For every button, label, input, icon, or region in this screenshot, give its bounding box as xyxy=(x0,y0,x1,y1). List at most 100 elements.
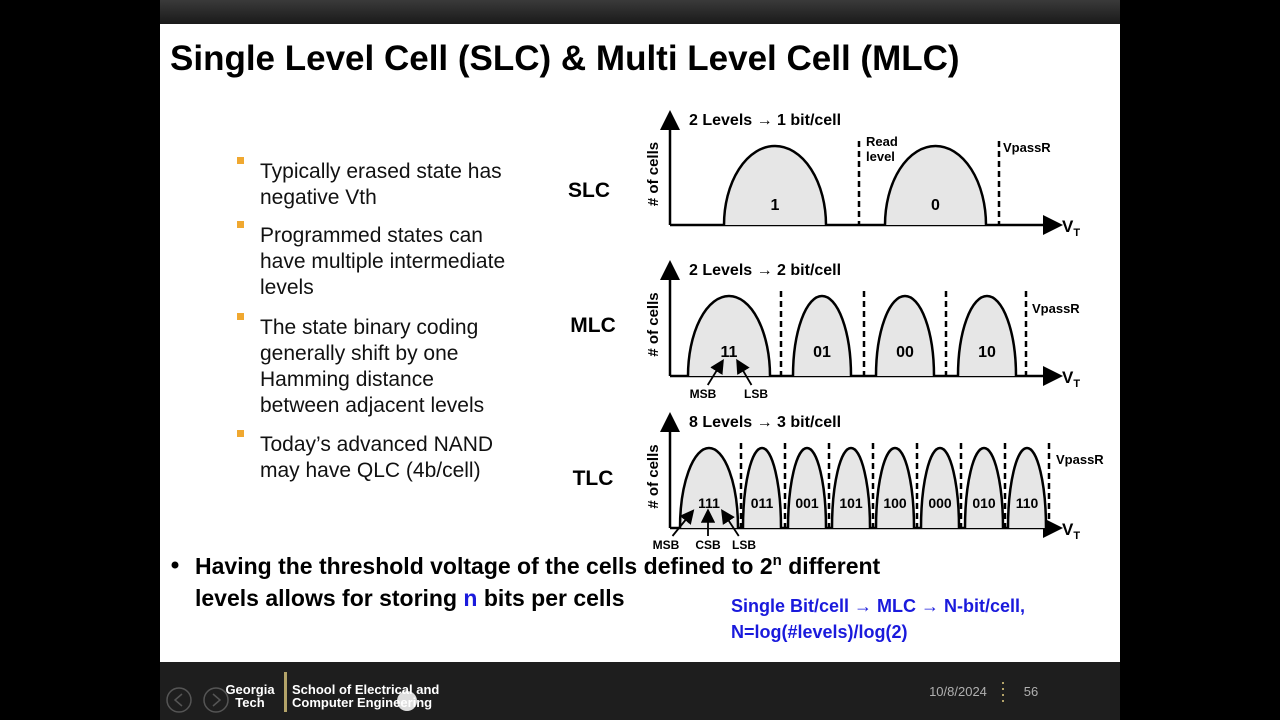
read-level-label: level xyxy=(866,149,895,164)
prev-button[interactable] xyxy=(166,687,192,713)
diagram-label: TLC xyxy=(573,467,614,490)
bullet-text: negative Vth xyxy=(260,186,377,209)
vpass-label: VpassR xyxy=(1056,452,1104,467)
state-code: 1 xyxy=(771,197,780,214)
top-bar xyxy=(160,0,1120,24)
next-button[interactable] xyxy=(203,687,229,713)
y-axis-label: # of cells xyxy=(645,292,662,356)
diagram-heading: 2 Levels → 2 bit/cell xyxy=(689,262,841,279)
state-code: 010 xyxy=(972,495,996,511)
main-text: Having the threshold voltage of the cell… xyxy=(195,553,773,579)
diagram-label: MLC xyxy=(570,314,616,337)
org-line: Tech xyxy=(235,695,264,710)
main-point-line: Having the threshold voltage of the cell… xyxy=(195,552,881,579)
footer: Georgia Tech School of Electrical and Co… xyxy=(166,672,1038,713)
page-number: 56 xyxy=(1024,684,1038,699)
read-level-label: Read xyxy=(866,134,898,149)
state-code: 00 xyxy=(896,344,914,361)
state-code: 110 xyxy=(1016,495,1039,511)
distribution-lobe xyxy=(956,294,1018,377)
bullet-text: generally shift by one xyxy=(260,342,458,365)
main-point-line: levels allows for storing n bits per cel… xyxy=(195,585,625,611)
bit-arrow xyxy=(721,508,740,537)
diagram-heading: 2 Levels → 1 bit/cell xyxy=(689,112,841,129)
bullet-text: between adjacent levels xyxy=(260,394,484,417)
footer-date: 10/8/2024 xyxy=(929,684,987,699)
highlight: n xyxy=(463,585,477,611)
x-axis-symbol: V xyxy=(1062,520,1074,539)
bullet-text: Today’s advanced NAND xyxy=(260,433,493,456)
superscript: n xyxy=(773,552,782,569)
distribution-lobe xyxy=(786,446,828,529)
diagram-label: SLC xyxy=(568,179,610,202)
bit-label: CSB xyxy=(695,538,721,552)
x-axis-subscript: T xyxy=(1073,227,1080,239)
distribution-lobe xyxy=(686,294,772,377)
distribution-lobe xyxy=(722,144,828,226)
state-code: 11 xyxy=(721,344,738,361)
distribution-lobe xyxy=(963,446,1005,529)
distribution-lobe xyxy=(883,144,988,226)
distribution-lobe xyxy=(791,294,853,377)
bullet-square xyxy=(237,430,244,437)
x-axis-subscript: T xyxy=(1073,378,1080,390)
bullet-dot xyxy=(171,561,179,569)
distribution-lobe xyxy=(874,446,916,529)
bit-label: MSB xyxy=(653,538,680,552)
bullet-text: may have QLC (4b/cell) xyxy=(260,459,481,482)
x-axis-label: VT xyxy=(1062,217,1080,239)
bullet-square xyxy=(237,157,244,164)
school-line: Computer Engineering xyxy=(292,695,432,710)
next-icon xyxy=(212,693,222,707)
y-axis-label: # of cells xyxy=(645,444,662,508)
state-code: 01 xyxy=(813,344,831,361)
main-text: levels allows for storing xyxy=(195,585,463,611)
bit-arrow xyxy=(736,358,753,386)
state-code: 101 xyxy=(839,495,863,511)
slide-title: Single Level Cell (SLC) & Multi Level Ce… xyxy=(170,39,960,78)
note-line: Single Bit/cell → MLC → N-bit/cell, xyxy=(731,596,1025,616)
state-code: 111 xyxy=(698,495,720,511)
distribution-lobe xyxy=(919,446,961,529)
state-code: 011 xyxy=(751,495,774,511)
x-axis-subscript: T xyxy=(1073,530,1080,542)
slide-content: Single Level Cell (SLC) & Multi Level Ce… xyxy=(170,39,1104,642)
bit-arrow xyxy=(706,358,724,386)
distribution-lobe xyxy=(741,446,783,529)
y-axis-label: # of cells xyxy=(645,142,662,206)
vpass-label: VpassR xyxy=(1032,301,1080,316)
logo-divider xyxy=(284,672,287,712)
state-code: 000 xyxy=(928,495,952,511)
main-text: bits per cells xyxy=(477,585,624,611)
main-text: different xyxy=(782,553,881,579)
bullet-text: Programmed states can xyxy=(260,224,483,247)
state-code: 001 xyxy=(795,495,819,511)
prev-icon xyxy=(173,693,183,707)
bullet-text: have multiple intermediate xyxy=(260,250,505,273)
x-axis-label: VT xyxy=(1062,368,1080,390)
bit-label: LSB xyxy=(744,387,768,401)
bullet-text: Typically erased state has xyxy=(260,160,502,183)
bullet-square xyxy=(237,313,244,320)
footer-bar xyxy=(160,662,1120,720)
bit-arrow xyxy=(671,509,695,537)
bullet-text: levels xyxy=(260,276,314,299)
state-code: 10 xyxy=(978,344,996,361)
distribution-lobe xyxy=(830,446,872,529)
x-axis-symbol: V xyxy=(1062,368,1074,387)
pointer-button[interactable] xyxy=(397,691,417,711)
state-code: 0 xyxy=(931,197,940,214)
bit-label: MSB xyxy=(690,387,717,401)
diagram-heading: 8 Levels → 3 bit/cell xyxy=(689,414,841,431)
distribution-lobe xyxy=(1006,446,1048,529)
x-axis-symbol: V xyxy=(1062,217,1074,236)
note-line: N=log(#levels)/log(2) xyxy=(731,622,908,642)
state-code: 100 xyxy=(883,495,907,511)
distribution-lobe xyxy=(874,294,936,377)
x-axis-label: VT xyxy=(1062,520,1080,542)
bullet-square xyxy=(237,221,244,228)
org-line: Georgia xyxy=(225,682,275,697)
bullet-text: Hamming distance xyxy=(260,368,434,391)
vpass-label: VpassR xyxy=(1003,140,1051,155)
